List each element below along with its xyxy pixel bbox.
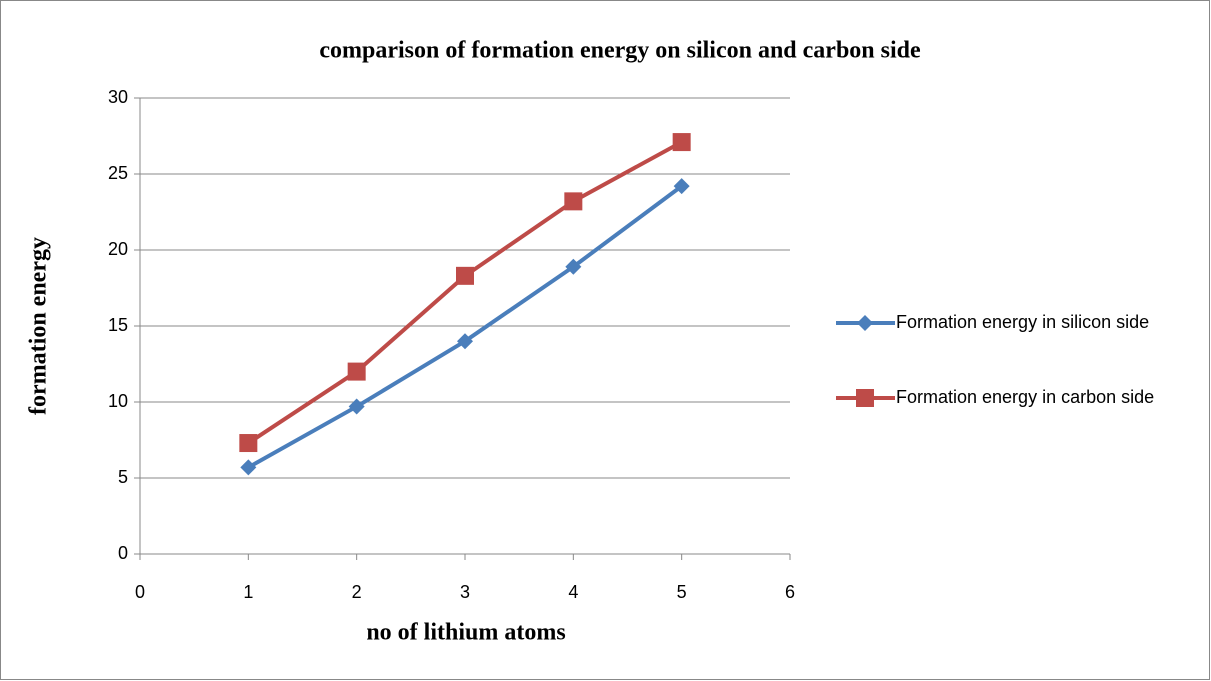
- marker: [240, 459, 257, 476]
- y-tick-label: 25: [108, 163, 128, 183]
- marker: [857, 315, 873, 331]
- x-tick-label: 3: [460, 582, 470, 602]
- marker: [239, 434, 258, 453]
- x-tick-label: 1: [243, 582, 253, 602]
- y-tick-label: 10: [108, 391, 128, 411]
- marker: [672, 133, 691, 152]
- y-tick-label: 5: [118, 467, 128, 487]
- marker: [565, 258, 582, 275]
- y-tick-label: 30: [108, 87, 128, 107]
- y-tick-label: 0: [118, 543, 128, 563]
- y-axis-label: formation energy: [26, 237, 52, 415]
- x-tick-label: 2: [352, 582, 362, 602]
- x-tick-label: 4: [568, 582, 578, 602]
- marker: [456, 266, 474, 285]
- marker: [347, 362, 366, 381]
- marker: [457, 333, 473, 350]
- marker: [856, 389, 874, 407]
- legend-label: Formation energy in silicon side: [896, 312, 1150, 332]
- legend-label: Formation energy in carbon side: [896, 387, 1155, 407]
- marker: [673, 178, 690, 195]
- y-tick-label: 15: [108, 315, 128, 335]
- marker: [564, 192, 583, 211]
- marker: [348, 398, 365, 415]
- chart-title: comparison of formation energy on silico…: [319, 38, 921, 64]
- x-tick-label: 0: [135, 582, 145, 602]
- y-tick-label: 20: [108, 239, 128, 259]
- x-tick-label: 6: [785, 582, 795, 602]
- x-axis-label: no of lithium atoms: [366, 620, 565, 646]
- x-tick-label: 5: [677, 582, 687, 602]
